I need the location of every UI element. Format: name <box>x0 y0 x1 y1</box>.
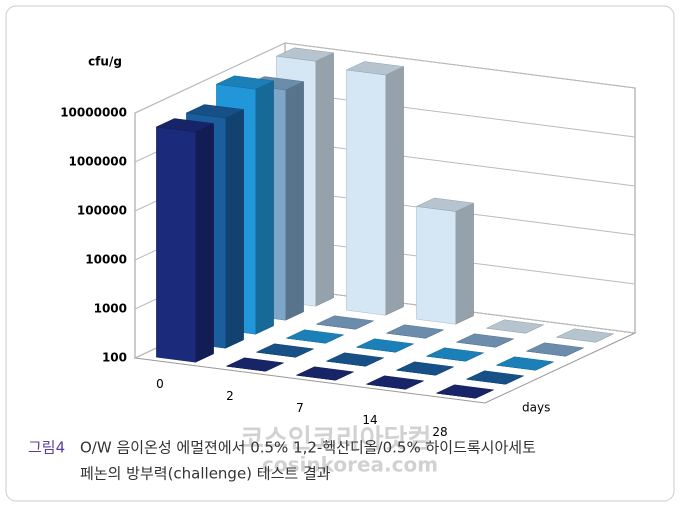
bar-top <box>155 118 215 133</box>
bar-top <box>285 329 345 344</box>
bar-top <box>525 342 585 357</box>
bar <box>395 361 455 376</box>
caption-line: 페논의 방부력(challenge) 테스트 결과 <box>80 465 331 483</box>
bar-top <box>495 356 555 371</box>
y-tick-label: 10000000 <box>60 106 127 120</box>
bar-top <box>225 357 285 372</box>
bar <box>225 357 285 372</box>
bar-top <box>415 197 475 212</box>
bar <box>385 324 445 339</box>
bar-top <box>365 375 425 390</box>
x-axis-label: days <box>522 401 550 415</box>
bar <box>285 329 345 344</box>
bar-side <box>315 52 334 307</box>
bar-top <box>315 315 375 330</box>
bar-side <box>285 81 304 321</box>
bar <box>425 347 485 362</box>
bar <box>355 338 415 353</box>
bar-top <box>555 328 615 343</box>
x-tick-label: 14 <box>362 413 377 427</box>
bar <box>365 375 425 390</box>
plot-area: 100 1000 10000 100000 1000000 10000000 0 2 7 14 28 <box>60 42 637 439</box>
grid-line <box>134 42 636 114</box>
bar-top <box>385 324 445 339</box>
bar-top <box>395 361 455 376</box>
bar-top <box>485 319 545 334</box>
bar-side <box>195 123 214 363</box>
x-tick-label: 28 <box>432 425 447 439</box>
bar-top <box>425 347 485 362</box>
bar-front <box>416 206 456 325</box>
bar <box>455 333 515 348</box>
bar-front <box>346 69 386 316</box>
bar <box>525 342 585 357</box>
bar <box>315 315 375 330</box>
bar <box>435 384 495 399</box>
x-tick-label: 7 <box>296 401 304 415</box>
y-tick-label: 100 <box>102 351 127 365</box>
bar <box>415 197 475 325</box>
bar <box>255 343 315 358</box>
y-tick-label: 10000 <box>85 253 127 267</box>
bar <box>295 366 355 381</box>
x-tick-label: 2 <box>226 389 234 403</box>
bar-top <box>325 352 385 367</box>
caption-label: 그림4 <box>28 439 65 457</box>
watermark: 코스인코리아닷컴 <box>240 425 431 455</box>
bar-side <box>255 80 274 335</box>
bar <box>465 370 525 385</box>
bar-top <box>275 47 335 62</box>
y-tick-label: 1000 <box>94 302 127 316</box>
x-tick-label: 0 <box>156 377 164 391</box>
y-axis-label: cfu/g <box>88 55 122 69</box>
bar-side <box>455 202 474 325</box>
bar-top <box>465 370 525 385</box>
bar-front <box>156 126 196 363</box>
bar-side <box>385 66 404 316</box>
bar-top <box>355 338 415 353</box>
caption-line: O/W 음이온성 에멀젼에서 0.5% 1,2-헥산디올/0.5% 하이드록시아… <box>80 439 536 457</box>
bar-top <box>435 384 495 399</box>
bar-top <box>215 75 275 90</box>
bar-top <box>185 104 245 119</box>
bar-top <box>255 343 315 358</box>
y-tick-label: 100000 <box>77 204 127 218</box>
bar-side <box>225 109 244 349</box>
watermark-url: cosinkorea.com <box>262 453 438 477</box>
bar <box>325 352 385 367</box>
bar-top <box>455 333 515 348</box>
bar-top <box>345 61 405 76</box>
bar <box>555 328 615 343</box>
bar <box>485 319 545 334</box>
bar <box>155 118 215 363</box>
bar-top <box>295 366 355 381</box>
bar <box>345 61 405 316</box>
y-tick-label: 1000000 <box>69 155 127 169</box>
bar <box>495 356 555 371</box>
